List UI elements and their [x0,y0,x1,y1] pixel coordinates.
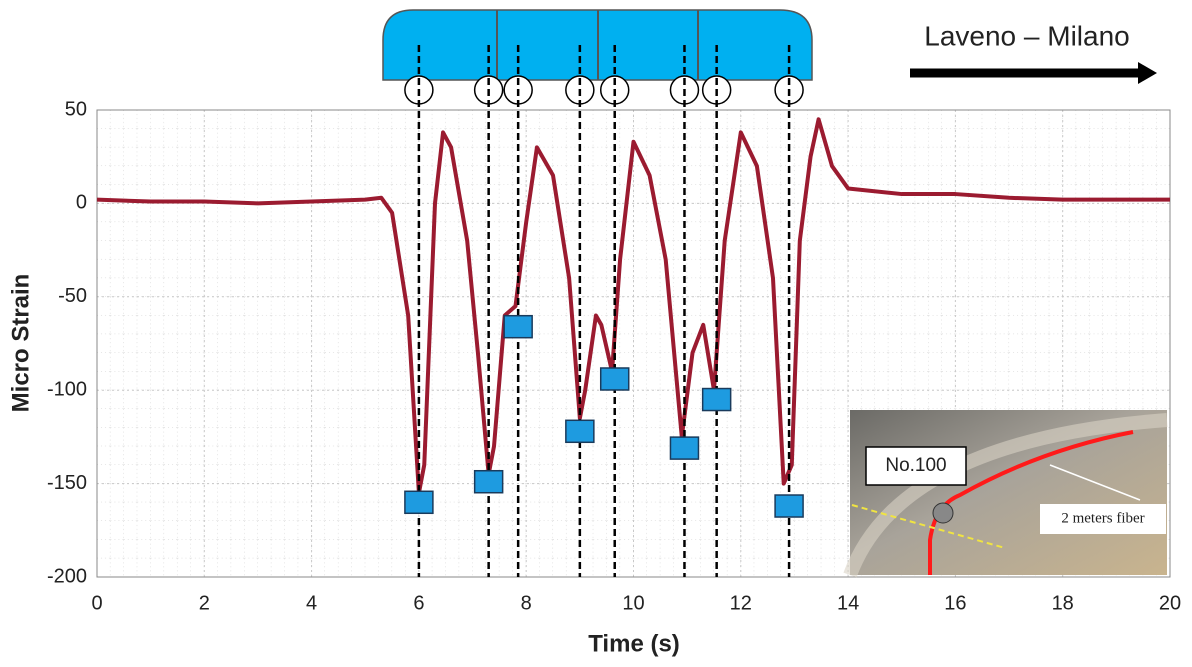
inset-photo [843,410,1168,578]
x-axis-title: Time (s) [588,630,680,657]
y-axis-title: Micro Strain [7,274,34,413]
y-tick-label: -200 [47,565,87,587]
peak-marker [701,387,732,412]
peak-marker [503,314,533,339]
annotation: Laveno – Milano [924,20,1129,51]
peak-marker [473,469,504,494]
y-tick-label: -100 [47,378,87,400]
direction-arrow [910,62,1157,84]
x-tick-label: 2 [199,592,210,614]
x-tick-label: 18 [1052,592,1074,614]
train [382,9,813,81]
peak-marker [404,490,434,515]
x-tick-label: 12 [730,592,752,614]
x-tick-label: 6 [413,592,424,614]
peak-marker [669,436,700,460]
x-tick-label: 8 [521,592,532,614]
x-tick-label: 10 [622,592,644,614]
x-tick-label: 16 [944,592,966,614]
x-tick-label: 0 [91,592,102,614]
y-tick-label: 50 [65,98,87,120]
y-tick-label: -50 [58,285,87,307]
peak-marker [565,419,595,444]
x-tick-label: 4 [306,592,317,614]
peak-marker [599,367,630,391]
inset-label: No.100 [885,455,946,476]
peak-marker [774,494,804,518]
strain-line [96,117,1170,495]
y-tick-label: 0 [76,192,87,214]
y-tick-label: -150 [47,472,87,494]
x-tick-label: 20 [1159,592,1181,614]
plot-frame [96,109,1171,578]
x-tick-label: 14 [837,592,859,614]
inset-label: 2 meters fiber [1061,510,1144,526]
plot [96,45,1170,577]
